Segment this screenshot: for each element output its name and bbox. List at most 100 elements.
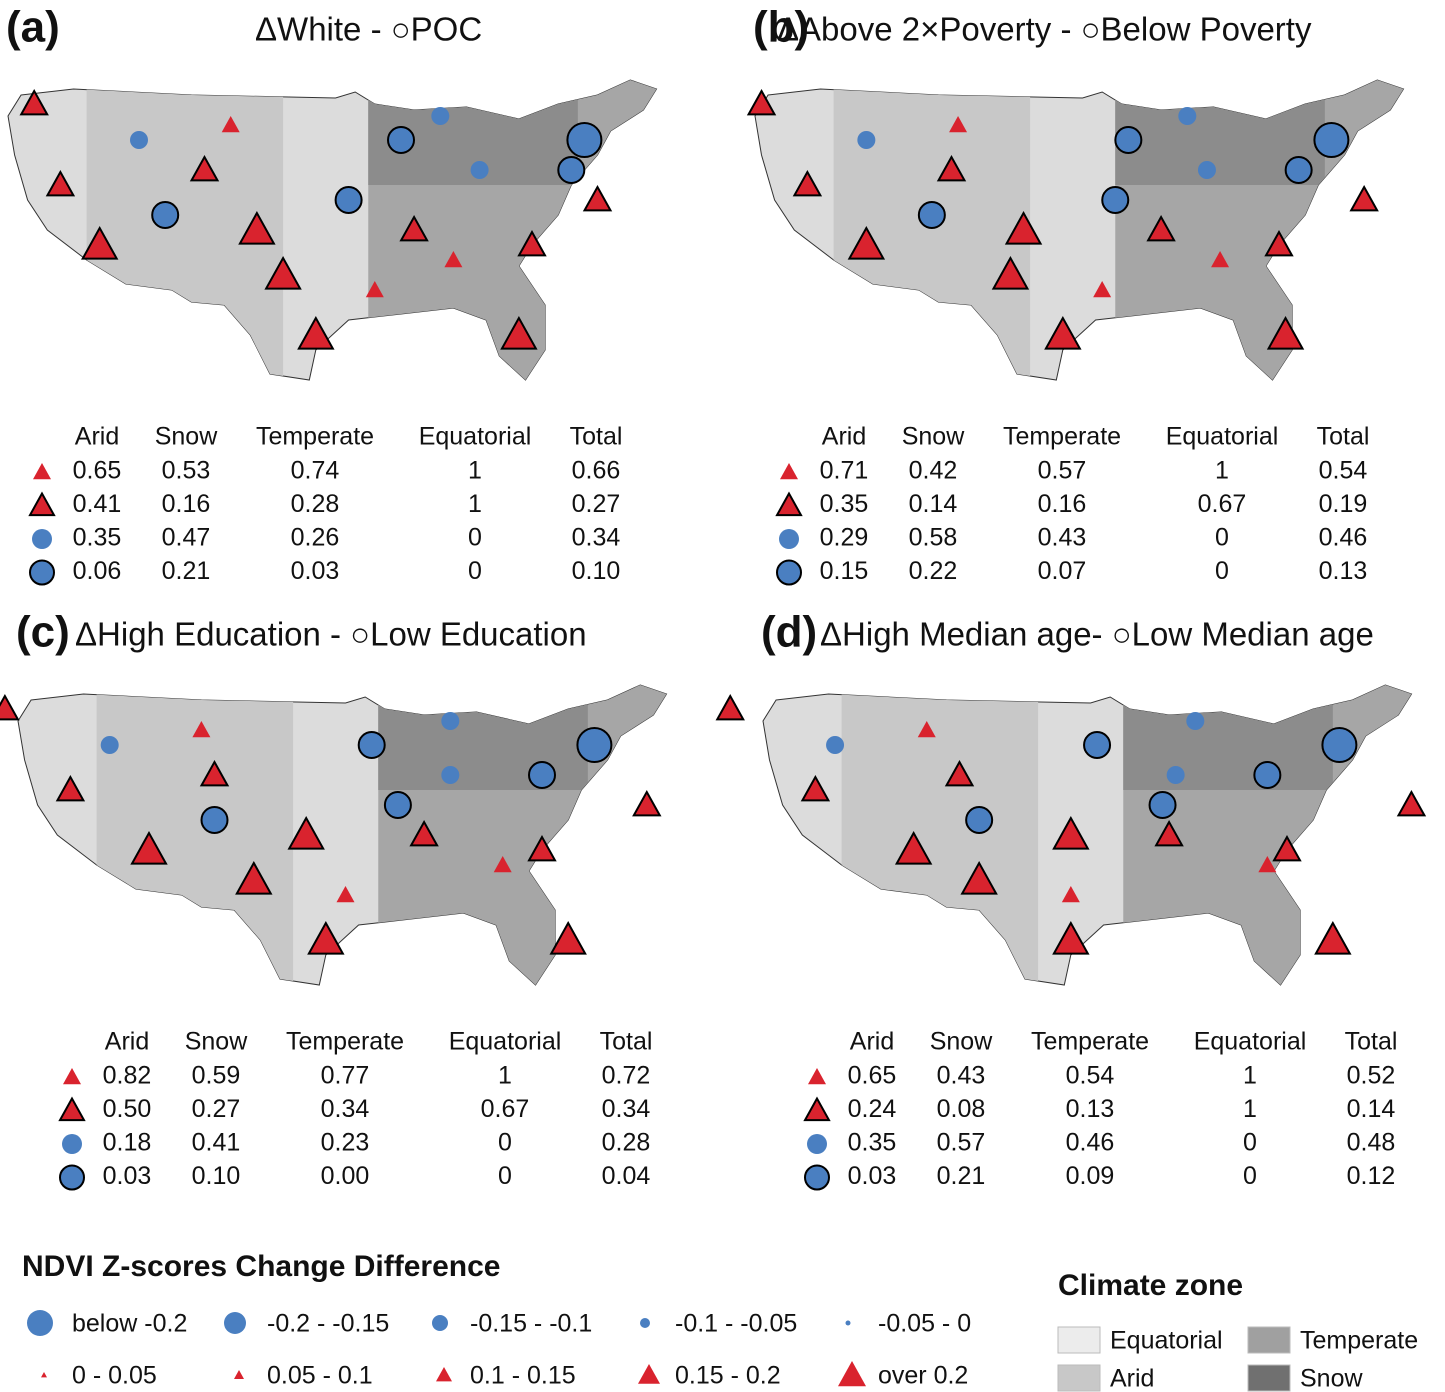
legend-label: below -0.2 <box>72 1310 187 1338</box>
table-cell: 0.10 <box>192 1162 241 1190</box>
row-symbol <box>63 1068 81 1085</box>
table-cell: 0.35 <box>848 1129 897 1157</box>
site-marker <box>431 107 450 125</box>
legend-symbol <box>41 1372 47 1378</box>
table-cell: 0.53 <box>162 457 211 485</box>
site-marker <box>500 315 538 350</box>
site-marker <box>334 186 363 214</box>
site-marker <box>936 154 967 182</box>
row-symbol <box>776 559 802 586</box>
row-symbol <box>779 529 799 549</box>
table-cell: 0.13 <box>1319 557 1368 585</box>
table-cell: 0.23 <box>321 1129 370 1157</box>
table-cell: 0.46 <box>1319 524 1368 552</box>
table-cell: 0.74 <box>291 457 340 485</box>
table-cell: 0 <box>1243 1162 1257 1190</box>
table-header: Total <box>1345 1028 1398 1056</box>
table-cell: 0.24 <box>848 1095 897 1123</box>
site-marker <box>1148 791 1177 819</box>
table-cell: 0.82 <box>103 1062 152 1090</box>
panel-title: ΔAbove 2×Poverty - ○Below Poverty <box>777 11 1312 48</box>
table-header: Temperate <box>1003 423 1121 451</box>
site-marker <box>0 693 20 721</box>
table-cell: 0 <box>1215 524 1229 552</box>
legend-symbol <box>640 1318 650 1328</box>
table-header: Temperate <box>1031 1028 1149 1056</box>
site-marker <box>81 225 119 260</box>
site-marker <box>917 721 936 738</box>
arid-zone <box>833 80 1031 380</box>
site-marker <box>1396 789 1427 817</box>
table-header: Arid <box>822 423 866 451</box>
site-marker <box>200 806 229 834</box>
table-cell: 1 <box>1215 457 1229 485</box>
table-cell: 0.27 <box>192 1095 241 1123</box>
table-cell: 0.03 <box>103 1162 152 1190</box>
table-header: Equatorial <box>1166 423 1279 451</box>
row-symbol <box>59 1164 85 1191</box>
site-marker <box>45 169 76 197</box>
site-marker <box>715 693 745 721</box>
table-cell: 0.66 <box>572 457 621 485</box>
table-cell: 0.46 <box>1066 1129 1115 1157</box>
site-marker <box>582 184 613 212</box>
table-cell: 0.52 <box>1347 1062 1396 1090</box>
site-marker <box>1101 186 1130 214</box>
row-symbol <box>32 529 52 549</box>
table-cell: 0.12 <box>1347 1162 1396 1190</box>
site-marker <box>365 281 384 298</box>
site-marker <box>1154 819 1184 847</box>
table-cell: 0.43 <box>937 1062 986 1090</box>
panel-label: (d) <box>761 608 817 657</box>
site-marker <box>493 856 512 873</box>
site-marker <box>800 774 831 802</box>
row-symbol <box>28 491 56 517</box>
table-header: Temperate <box>256 423 374 451</box>
site-marker <box>557 156 586 184</box>
table-cell: 0.35 <box>820 490 869 518</box>
site-marker <box>1114 126 1143 154</box>
site-marker <box>1321 727 1358 763</box>
site-marker <box>1253 761 1282 789</box>
legend-symbol <box>27 1310 53 1336</box>
table-cell: 0.41 <box>192 1129 241 1157</box>
climate-label: Equatorial <box>1110 1327 1223 1355</box>
panel-label: (b) <box>753 3 809 52</box>
table-header: Total <box>600 1028 653 1056</box>
site-marker <box>151 201 180 229</box>
table-cell: 1 <box>468 457 482 485</box>
site-marker <box>527 834 557 862</box>
table-cell: 0.21 <box>937 1162 986 1190</box>
site-marker <box>826 736 845 754</box>
climate-swatch <box>1247 1364 1291 1392</box>
site-marker <box>1146 214 1176 242</box>
table-cell: 0.13 <box>1066 1095 1115 1123</box>
site-marker <box>528 761 556 789</box>
site-marker <box>441 712 460 730</box>
site-marker <box>960 860 998 895</box>
site-marker <box>130 131 148 149</box>
table-cell: 0.29 <box>820 524 869 552</box>
table-cell: 0.14 <box>1347 1095 1396 1123</box>
table-cell: 0.34 <box>602 1095 651 1123</box>
site-marker <box>1083 731 1112 759</box>
row-symbol <box>775 491 803 517</box>
site-marker <box>632 789 662 817</box>
table-cell: 0.14 <box>909 490 958 518</box>
legend-symbol <box>432 1315 448 1331</box>
site-marker <box>1284 156 1313 184</box>
table-cell: 0 <box>1215 557 1229 585</box>
row-symbol <box>780 463 798 480</box>
panel-label: (a) <box>6 3 60 52</box>
site-marker <box>847 225 886 260</box>
panel-label: (c) <box>16 608 70 657</box>
table-cell: 0.06 <box>73 557 122 585</box>
table-cell: 0.59 <box>192 1062 241 1090</box>
site-marker <box>470 161 489 179</box>
legend-label: 0.05 - 0.1 <box>267 1362 373 1390</box>
table-header: Arid <box>850 1028 894 1056</box>
site-marker <box>387 126 415 154</box>
legend-symbol <box>234 1370 244 1379</box>
table-cell: 1 <box>1243 1095 1257 1123</box>
site-marker <box>1266 315 1305 350</box>
